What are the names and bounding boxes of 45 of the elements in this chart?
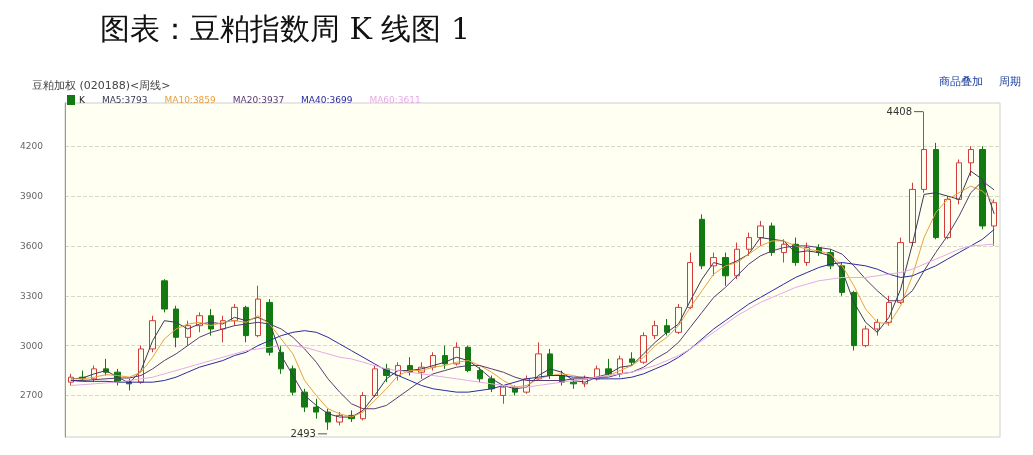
candlestick (161, 278, 168, 313)
text: MA20:3937 (232, 95, 285, 105)
y-tick-label: 3900 (20, 191, 44, 202)
candlestick (933, 142, 939, 240)
text: MA10:3859 (164, 95, 217, 105)
candlestick (687, 252, 693, 310)
candlestick (874, 318, 880, 337)
candlestick (372, 365, 378, 398)
text: 周期 (999, 75, 1021, 88)
annotation: 4408 (886, 106, 913, 118)
candlestick (851, 290, 857, 352)
legend-label: K (79, 95, 86, 105)
candlestick (746, 232, 752, 257)
candlestick (722, 252, 729, 287)
candlestick (862, 325, 869, 348)
candlestick (652, 320, 658, 340)
candlestick (255, 285, 261, 338)
y-tick-label: 3000 (20, 340, 44, 351)
candlestick (921, 111, 927, 194)
candlestick (968, 145, 974, 177)
y-tick-label: 3600 (20, 240, 44, 251)
text: MA5:3793 (101, 95, 148, 105)
chart-subtitle: 豆粕加权 (020188)<周线> (32, 79, 171, 92)
chart-title: 图表：豆粕指数周 K 线图 1 (100, 10, 471, 46)
text: MA60:3611 (369, 95, 421, 105)
candlestick (477, 366, 483, 383)
candlestick (664, 318, 670, 337)
text: MA40:3699 (301, 95, 353, 105)
candlestick (570, 378, 577, 390)
candlestick (991, 198, 997, 247)
y-tick-label: 3300 (20, 290, 44, 301)
y-tick-label: 4200 (20, 141, 44, 152)
candlestick (500, 384, 506, 405)
candlestick (757, 220, 764, 247)
candlestick (629, 351, 635, 367)
candlestick (979, 145, 986, 230)
y-tick-label: 2700 (20, 390, 44, 401)
candlestick (313, 398, 319, 420)
candlestick (944, 195, 951, 240)
candlestick (149, 315, 156, 353)
text: 商品叠加 (939, 75, 983, 88)
annotation: 2493 (290, 428, 316, 440)
candlestick (956, 159, 962, 205)
candlestick (185, 320, 191, 347)
candlestick (699, 213, 705, 270)
